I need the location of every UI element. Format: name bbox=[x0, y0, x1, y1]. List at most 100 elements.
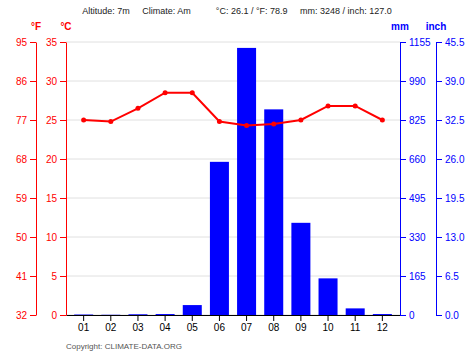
tick-mark bbox=[273, 315, 274, 321]
tick-label: 39.0 bbox=[445, 76, 465, 87]
tick-label: 15 bbox=[46, 193, 58, 204]
tick: 04 bbox=[160, 315, 172, 333]
tick-mark bbox=[60, 315, 66, 316]
tick-label: 05 bbox=[187, 322, 199, 333]
tick-mark bbox=[436, 198, 442, 199]
axis-line bbox=[436, 43, 437, 316]
tick: 13.0 bbox=[436, 232, 465, 243]
y3-axis: 3241505968778695 bbox=[16, 37, 37, 321]
tick: 26.0 bbox=[436, 154, 465, 165]
title: Altitude: 7m Climate: Am °C: 26.1 / °F: … bbox=[82, 6, 391, 16]
tick-label: 08 bbox=[268, 322, 280, 333]
tick-label: 330 bbox=[409, 232, 426, 243]
tick: 06 bbox=[214, 315, 226, 333]
tick-mark bbox=[30, 42, 36, 43]
tick-label: 86 bbox=[16, 76, 28, 87]
axis-title: inch bbox=[426, 21, 447, 32]
tick-mark bbox=[436, 237, 442, 238]
tick: 09 bbox=[295, 315, 307, 333]
bar bbox=[291, 223, 310, 315]
tick-label: 09 bbox=[295, 322, 307, 333]
y4-axis: 0.06.513.019.526.032.539.045.5 bbox=[436, 37, 465, 321]
tick: 11 bbox=[350, 315, 361, 333]
tick: 990 bbox=[400, 76, 426, 87]
marker bbox=[380, 118, 385, 123]
tick-mark bbox=[400, 276, 406, 277]
tick: 825 bbox=[400, 115, 426, 126]
tick: 50 bbox=[16, 232, 36, 243]
tick: 35 bbox=[46, 37, 66, 48]
tick-mark bbox=[60, 120, 66, 121]
bar bbox=[319, 278, 338, 315]
tick-label: 32 bbox=[16, 310, 28, 321]
tick-label: 165 bbox=[409, 271, 426, 282]
marker bbox=[108, 119, 113, 124]
tick: 39.0 bbox=[436, 76, 465, 87]
bar bbox=[373, 314, 392, 315]
tick-label: 95 bbox=[16, 37, 28, 48]
tick: 10 bbox=[322, 315, 334, 333]
tick: 10 bbox=[46, 232, 66, 243]
axis-line bbox=[66, 43, 67, 316]
tick-mark bbox=[436, 81, 442, 82]
tick: 330 bbox=[400, 232, 426, 243]
marker bbox=[298, 118, 303, 123]
tick-mark bbox=[436, 276, 442, 277]
tick-label: 0.0 bbox=[445, 310, 459, 321]
tick-mark bbox=[382, 315, 383, 321]
tick: 77 bbox=[16, 115, 36, 126]
marker bbox=[217, 119, 222, 124]
axis-title: °F bbox=[31, 21, 41, 32]
tick-label: 12 bbox=[377, 322, 389, 333]
marker bbox=[81, 118, 86, 123]
tick-mark bbox=[30, 198, 36, 199]
tick-label: 20 bbox=[46, 154, 58, 165]
tick-label: 0 bbox=[51, 310, 57, 321]
line bbox=[84, 93, 383, 126]
marker bbox=[353, 103, 358, 108]
tick-mark bbox=[192, 315, 193, 321]
marker bbox=[163, 90, 168, 95]
plot-area bbox=[74, 48, 392, 315]
bar bbox=[264, 109, 283, 315]
tick: 165 bbox=[400, 271, 426, 282]
tick: 68 bbox=[16, 154, 36, 165]
tick-label: 825 bbox=[409, 115, 426, 126]
bar bbox=[183, 305, 202, 315]
tick: 5 bbox=[51, 271, 66, 282]
tick: 95 bbox=[16, 37, 36, 48]
grid bbox=[66, 42, 400, 315]
grid-line bbox=[66, 159, 400, 160]
tick-label: 30 bbox=[46, 76, 58, 87]
tick-label: 04 bbox=[160, 322, 172, 333]
tick: 6.5 bbox=[436, 271, 459, 282]
marker bbox=[326, 103, 331, 108]
tick: 495 bbox=[400, 193, 426, 204]
tick: 07 bbox=[241, 315, 253, 333]
tick-label: 0 bbox=[409, 310, 415, 321]
axis-title: mm bbox=[391, 21, 409, 32]
tick: 25 bbox=[46, 115, 66, 126]
tick: 01 bbox=[78, 315, 90, 333]
tick-label: 03 bbox=[132, 322, 144, 333]
tick: 0 bbox=[51, 310, 66, 321]
tick-label: 07 bbox=[241, 322, 253, 333]
tick-mark bbox=[400, 42, 406, 43]
tick: 19.5 bbox=[436, 193, 465, 204]
tick-mark bbox=[60, 42, 66, 43]
tick-label: 13.0 bbox=[445, 232, 465, 243]
tick-label: 06 bbox=[214, 322, 226, 333]
tick: 32 bbox=[16, 310, 36, 321]
bar bbox=[101, 314, 120, 315]
marker bbox=[135, 106, 140, 111]
bar bbox=[128, 314, 147, 315]
grid-line bbox=[66, 237, 400, 238]
tick: 08 bbox=[268, 315, 280, 333]
bar bbox=[156, 314, 175, 315]
grid-line bbox=[66, 276, 400, 277]
tick-label: 45.5 bbox=[445, 37, 465, 48]
tick: 03 bbox=[132, 315, 144, 333]
tick-mark bbox=[60, 198, 66, 199]
tick: 86 bbox=[16, 76, 36, 87]
tick-mark bbox=[400, 159, 406, 160]
